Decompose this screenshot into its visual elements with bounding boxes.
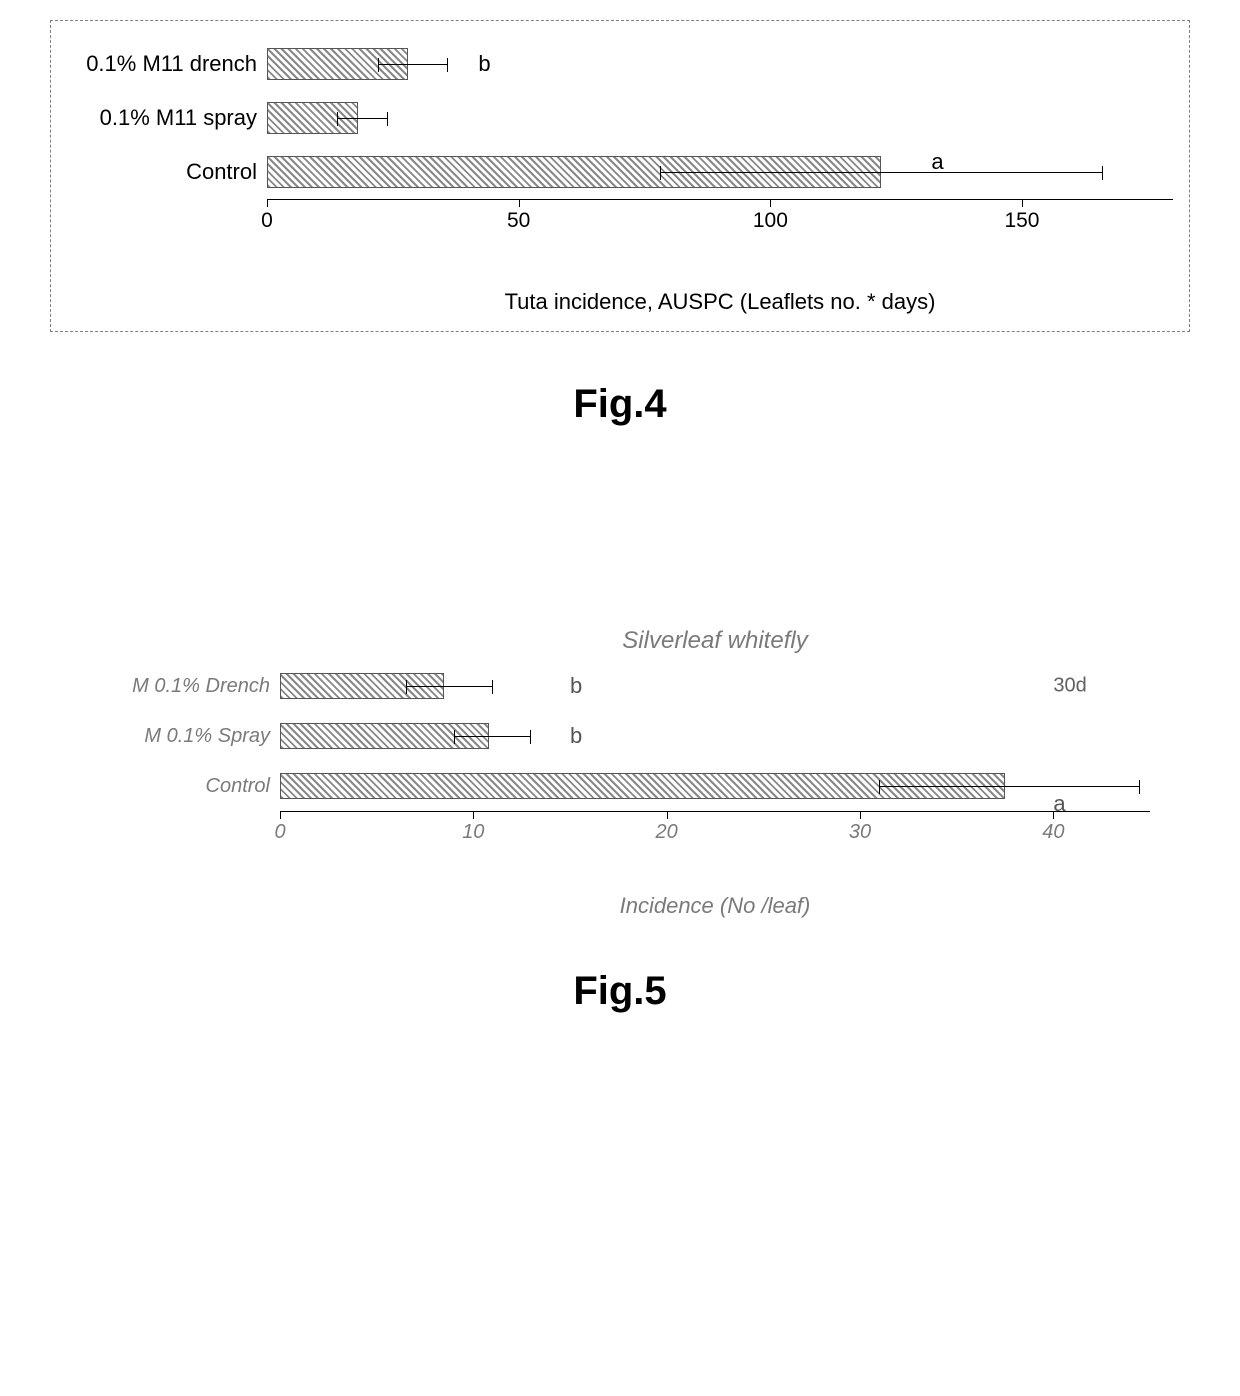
fig4-row-2: Control a [67,145,1173,199]
fig4-tick-label: 100 [753,209,788,233]
fig5-row-plot: b [280,711,1150,761]
fig4-row-plot: a [267,145,1173,199]
fig4-row-0: 0.1% M11 drench b [67,37,1173,91]
fig5-tick-label: 0 [274,821,285,844]
fig5-sig-letter: b [570,723,582,749]
fig4-caption: Fig.4 [50,382,1190,427]
fig5-tick-label: 10 [462,821,484,844]
fig5-row-plot: b 30d [280,661,1150,711]
fig4-x-axis: 0 50 100 150 [67,199,1173,249]
fig5-title-zone: Silverleaf whitefly [70,627,1150,661]
fig4-category-label: 0.1% M11 spray [67,105,267,131]
fig5-tick-label: 30 [849,821,871,844]
fig5-x-axis: 0 10 20 30 40 [70,811,1150,857]
fig4-tick-label: 50 [507,209,530,233]
fig5-row-2: Control a [70,761,1150,811]
fig5-sig-letter: b [570,673,582,699]
fig5-row-1: M 0.1% Spray b [70,711,1150,761]
fig4-category-label: 0.1% M11 drench [67,51,267,77]
fig4-error-bar [337,118,387,119]
fig5-tick-label: 40 [1042,821,1064,844]
fig4-row-plot [267,91,1173,145]
fig4-row-1: 0.1% M11 spray [67,91,1173,145]
fig4-x-axis-label: Tuta incidence, AUSPC (Leaflets no. * da… [267,289,1173,315]
fig5-plot-area: M 0.1% Drench b 30d M 0.1% Spray [70,661,1150,919]
fig5-category-label: Control [70,775,280,798]
fig5-tick-label: 20 [656,821,678,844]
fig4-sig-letter: a [931,149,943,175]
fig4-error-bar [660,172,1103,173]
fig5-error-bar [454,736,531,737]
fig4-row-plot: b [267,37,1173,91]
fig5-title: Silverleaf whitefly [280,627,1150,655]
fig5-container: Silverleaf whitefly M 0.1% Drench b 30d … [50,627,1190,919]
fig5-error-bar [406,686,493,687]
fig4-tick-label: 0 [261,209,273,233]
fig5-category-label: M 0.1% Spray [70,725,280,748]
fig5-note: 30d [1053,675,1086,698]
fig5-row-0: M 0.1% Drench b 30d [70,661,1150,711]
fig5-error-bar [879,786,1140,787]
fig5-caption: Fig.5 [50,969,1190,1014]
fig5-x-axis-label: Incidence (No /leaf) [280,893,1150,919]
fig5-row-plot: a [280,761,1150,811]
fig4-category-label: Control [67,159,267,185]
fig4-error-bar [378,64,448,65]
page: 0.1% M11 drench b 0.1% M11 spray [0,0,1240,1094]
fig4-sig-letter: b [478,51,490,77]
fig4-tick-label: 150 [1004,209,1039,233]
fig5-category-label: M 0.1% Drench [70,675,280,698]
fig4-plot-area: 0.1% M11 drench b 0.1% M11 spray [67,37,1173,315]
fig4-container: 0.1% M11 drench b 0.1% M11 spray [50,20,1190,332]
